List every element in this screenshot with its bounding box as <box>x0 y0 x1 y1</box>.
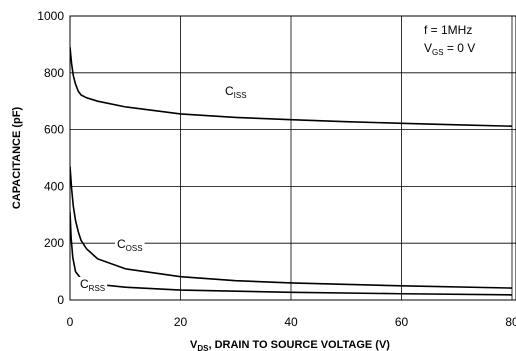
x-tick-label: 60 <box>395 315 409 329</box>
y-tick-label: 800 <box>44 66 64 80</box>
series-label-main: C <box>80 277 89 291</box>
y-tick-label: 200 <box>44 236 64 250</box>
series-label: CRSS <box>80 277 105 293</box>
y-tick-label: 0 <box>57 293 64 307</box>
x-tick-label: 40 <box>284 315 298 329</box>
annotation-main: f = 1MHz <box>424 23 472 37</box>
series-label-bg <box>78 277 108 292</box>
x-tick-label: 20 <box>174 315 188 329</box>
series-label: COSS <box>117 237 143 253</box>
x-axis-label-tail: , DRAIN TO SOURCE VOLTAGE (V) <box>208 339 390 351</box>
y-axis-label: CAPACITANCE (pF) <box>11 107 23 210</box>
series-line <box>70 166 513 289</box>
series-label-sub: OSS <box>126 244 143 253</box>
x-axis-label-sub: DS <box>197 344 209 351</box>
series-line <box>70 47 513 127</box>
x-axis-label: VDS, DRAIN TO SOURCE VOLTAGE (V) <box>190 339 390 351</box>
series-label-main: C <box>117 237 126 251</box>
series-label: CISS <box>225 84 247 100</box>
annotation-sub: GS <box>432 48 444 57</box>
x-tick-label: 80 <box>505 315 516 329</box>
plot-area <box>69 15 516 301</box>
x-tick-label: 0 <box>67 315 74 329</box>
annotation-main: V <box>424 41 432 55</box>
series-label-bg <box>115 237 145 252</box>
annotation: f = 1MHz <box>424 23 472 37</box>
y-tick-label: 600 <box>44 123 64 137</box>
y-tick-label: 400 <box>44 179 64 193</box>
x-axis-label-main: V <box>190 339 198 351</box>
y-tick-label: 1000 <box>37 9 64 23</box>
series-label-main: C <box>225 84 234 98</box>
series-label-sub: RSS <box>89 284 105 293</box>
annotation: VGS = 0 V <box>424 41 475 57</box>
annotation-tail: = 0 V <box>444 41 476 55</box>
series-label-sub: ISS <box>234 91 247 100</box>
series-label-bg <box>223 84 249 99</box>
